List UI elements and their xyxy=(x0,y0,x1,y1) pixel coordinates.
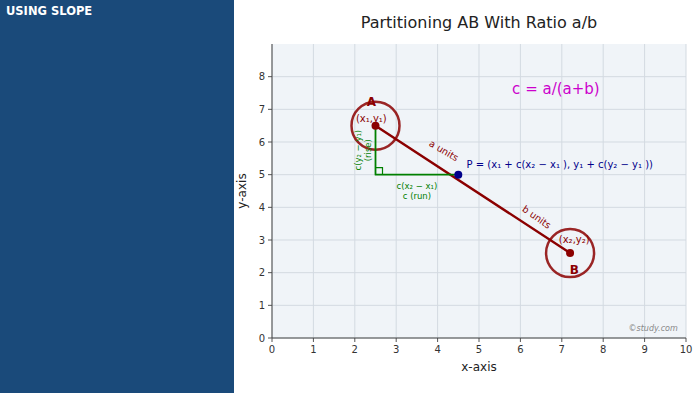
tick-mark xyxy=(313,338,314,342)
annotation: c = a/(a+b) xyxy=(512,80,600,98)
chart-card xyxy=(234,0,700,393)
tick-mark xyxy=(561,338,562,342)
annotation: B xyxy=(570,262,579,276)
annotations: A (x₁,y₁) (x₂,y₂) B P = (x₁ + c(x₂ − x₁ ), y… xyxy=(6,4,678,333)
y-axis-line xyxy=(272,44,273,338)
tick-mark xyxy=(268,174,272,175)
y-axis-label: y-axis xyxy=(235,173,249,208)
tick-label: 8 xyxy=(600,344,606,355)
point xyxy=(566,249,574,257)
grid-line xyxy=(272,305,686,306)
grid xyxy=(272,44,686,338)
annotation-line: c (run) xyxy=(403,191,431,201)
annotation-line: USING SLOPE xyxy=(6,4,92,18)
annotation-line: a units xyxy=(427,137,460,163)
grid-line xyxy=(354,44,355,338)
x-axis-label: x-axis xyxy=(461,360,496,374)
grid-line xyxy=(686,44,687,338)
tick-label: 9 xyxy=(641,344,647,355)
annotation-line: ©study.com xyxy=(629,324,678,333)
tick-mark xyxy=(268,305,272,306)
tick-mark xyxy=(268,76,272,77)
point xyxy=(454,171,462,179)
annotation: a units xyxy=(427,137,460,163)
tick-mark xyxy=(603,338,604,342)
tick-mark xyxy=(686,338,687,342)
tick-label: 4 xyxy=(259,202,265,213)
tick-label: 1 xyxy=(259,300,265,311)
annotation-line: (x₂,y₂) xyxy=(559,234,590,245)
grid-line xyxy=(313,44,314,338)
tick-label: 8 xyxy=(259,71,265,82)
annotation-line: (x₁,y₁) xyxy=(356,113,387,124)
tick-mark xyxy=(268,272,272,273)
tick-mark xyxy=(479,338,480,342)
segment-ab xyxy=(376,126,571,253)
grid-line xyxy=(272,272,686,273)
tick-mark xyxy=(268,109,272,110)
chart-title: Partitioning AB With Ratio a/b xyxy=(361,13,597,32)
grid-line xyxy=(272,76,686,77)
tick-mark xyxy=(268,338,272,339)
tick-label: 7 xyxy=(259,104,265,115)
annotation-line: c = a/(a+b) xyxy=(512,80,600,98)
tick-mark xyxy=(644,338,645,342)
grid-line xyxy=(272,109,686,110)
grid-line xyxy=(272,338,686,339)
tick-mark xyxy=(354,338,355,342)
annotation: (x₂,y₂) xyxy=(559,234,590,245)
right-angle-marker xyxy=(376,168,383,175)
annotation-line: c(y₂ − y₁) xyxy=(353,130,363,171)
annotation-line: c(x₂ − x₁) xyxy=(397,181,438,191)
tick-mark xyxy=(396,338,397,342)
tick-label: 2 xyxy=(259,267,265,278)
annotation: P = (x₁ + c(x₂ − x₁ ), y₁ + c(y₂ − y₁ )) xyxy=(467,159,653,170)
tick-label: 6 xyxy=(259,137,265,148)
tick-label: 4 xyxy=(434,344,440,355)
tick-mark xyxy=(437,338,438,342)
tick-label: 2 xyxy=(352,344,358,355)
tick-label: 1 xyxy=(310,344,316,355)
annotation-line: b units xyxy=(520,203,553,231)
grid-line xyxy=(272,174,686,175)
grid-line xyxy=(479,44,480,338)
grid-line xyxy=(603,44,604,338)
plot-area xyxy=(272,44,686,338)
annotation: c(x₂ − x₁)c (run) xyxy=(397,181,438,201)
tick-mark xyxy=(520,338,521,342)
annotation-line: (rise) xyxy=(363,139,373,161)
grid-line xyxy=(272,207,686,208)
tick-mark xyxy=(272,338,273,342)
annotation: (x₁,y₁) xyxy=(356,113,387,124)
marks xyxy=(352,102,595,277)
tick-label: 10 xyxy=(680,344,693,355)
annotation: A xyxy=(367,95,377,109)
annotation-line: A xyxy=(367,95,377,109)
annotation-line: B xyxy=(570,262,579,276)
chart: 0 1 2 3 4 5 6 7 8 9 10 0 1 2 3 4 5 6 7 8 Partitioning AB Wit… xyxy=(0,0,700,393)
tick-label: 5 xyxy=(259,169,265,180)
tick-label: 0 xyxy=(259,333,265,344)
annotation: USING SLOPE xyxy=(6,4,92,18)
tick-mark xyxy=(268,240,272,241)
annotation: ©study.com xyxy=(629,324,678,333)
grid-line xyxy=(644,44,645,338)
annotation: c(y₂ − y₁)(rise) xyxy=(353,130,373,171)
x-axis-line xyxy=(272,338,686,339)
tick-label: 3 xyxy=(393,344,399,355)
highlight-ring xyxy=(546,229,594,277)
tick-label: 5 xyxy=(476,344,482,355)
annotation-line: P = (x₁ + c(x₂ − x₁ ), y₁ + c(y₂ − y₁ )) xyxy=(467,159,653,170)
tick-label: 0 xyxy=(269,344,275,355)
grid-line xyxy=(272,240,686,241)
tick-mark xyxy=(268,142,272,143)
grid-line xyxy=(272,44,273,338)
tick-mark xyxy=(268,207,272,208)
tick-label: 7 xyxy=(559,344,565,355)
tick-label: 6 xyxy=(517,344,523,355)
grid-line xyxy=(272,142,686,143)
annotation: b units xyxy=(520,203,553,231)
tick-label: 3 xyxy=(259,235,265,246)
